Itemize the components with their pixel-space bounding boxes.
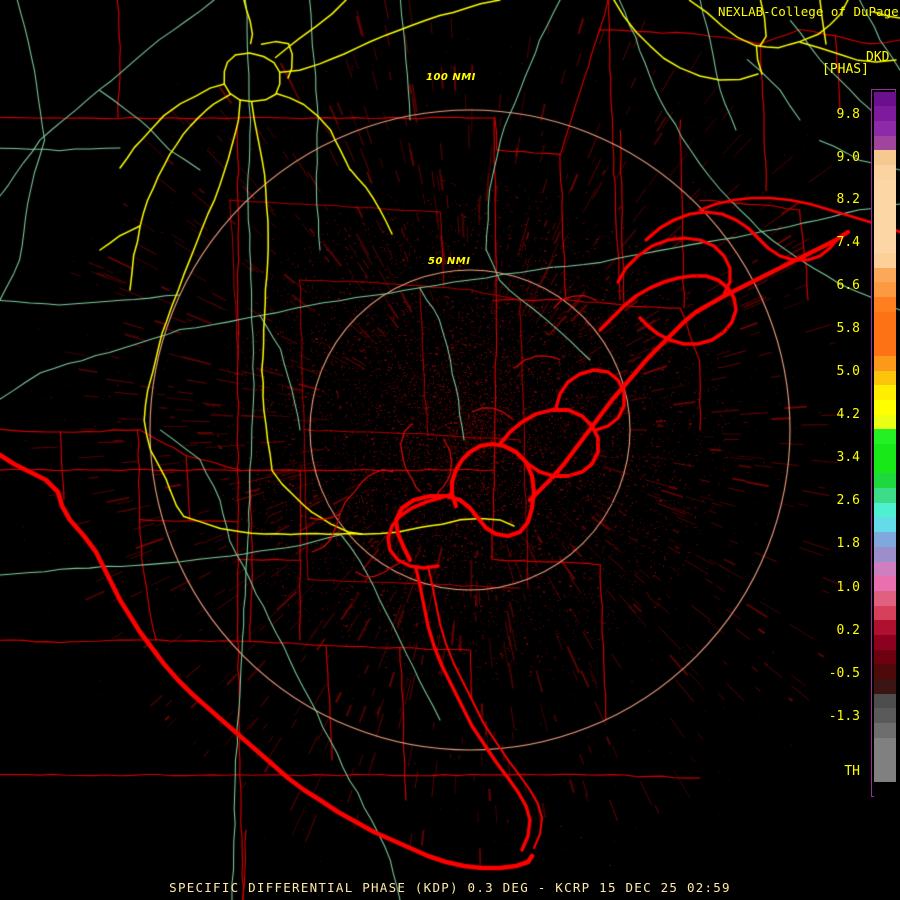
colorbar-segment [873,664,896,679]
colorbar-segment [873,737,896,753]
colorbar-segment [873,209,896,224]
colorbar-segment [873,297,896,312]
colorbar-segment [873,517,896,533]
colorbar-segment [873,164,896,180]
colorbar-segment [873,458,896,474]
colorbar-segment [873,781,896,797]
range-ring-label-50nmi: 50 NMI [428,256,471,267]
colorbar-segment [873,767,896,782]
colorbar-segment [873,399,896,415]
colorbar-segment [873,135,896,151]
colorbar-segment [873,223,896,239]
colorbar-segment [873,414,896,430]
colorbar-segment [873,311,896,327]
colorbar-segment [873,546,896,562]
colorbar-segment [873,106,896,121]
colorbar-segment [873,194,896,209]
colorbar-segment [873,708,896,724]
colorbar-segment [873,326,896,342]
product-type-label: [PHAS] [822,62,869,77]
colorbar-segment [873,561,896,577]
colorbar-segment [873,355,896,371]
product-status-bar: SPECIFIC DIFFERENTIAL PHASE (KDP) 0.3 DE… [169,880,731,895]
radar-site-code-label: DKD [866,50,890,65]
colorbar-segment [873,649,896,665]
colorbar-segment [873,605,896,621]
colorbar-segment [873,179,896,195]
colorbar-segment [873,620,896,635]
range-ring-label-100nmi: 100 NMI [426,72,476,83]
colorbar-color-strip [873,91,896,797]
colorbar-segment [873,341,896,356]
nexlab-branding-title: NEXLAB-College of DuPage [718,4,899,19]
colorbar-segment [873,385,896,400]
colorbar-segment [873,253,896,268]
colorbar-segment [873,488,896,503]
colorbar[interactable] [871,89,896,797]
colorbar-frame [871,89,896,797]
colorbar-segment [873,238,896,254]
colorbar-segment [873,429,896,444]
colorbar-segment [873,576,896,591]
colorbar-segment [873,120,896,136]
colorbar-segment [873,532,896,547]
colorbar-segment [873,502,896,518]
colorbar-segment [873,444,896,459]
colorbar-segment [873,693,896,709]
colorbar-segment [873,91,896,107]
colorbar-segment [873,634,896,650]
colorbar-segment [873,267,896,283]
colorbar-segment [873,679,896,694]
colorbar-segment [873,590,896,606]
colorbar-segment [873,723,896,738]
colorbar-segment [873,752,896,768]
colorbar-segment [873,150,896,165]
colorbar-segment [873,282,896,298]
colorbar-segment [873,473,896,489]
colorbar-segment [873,370,896,386]
